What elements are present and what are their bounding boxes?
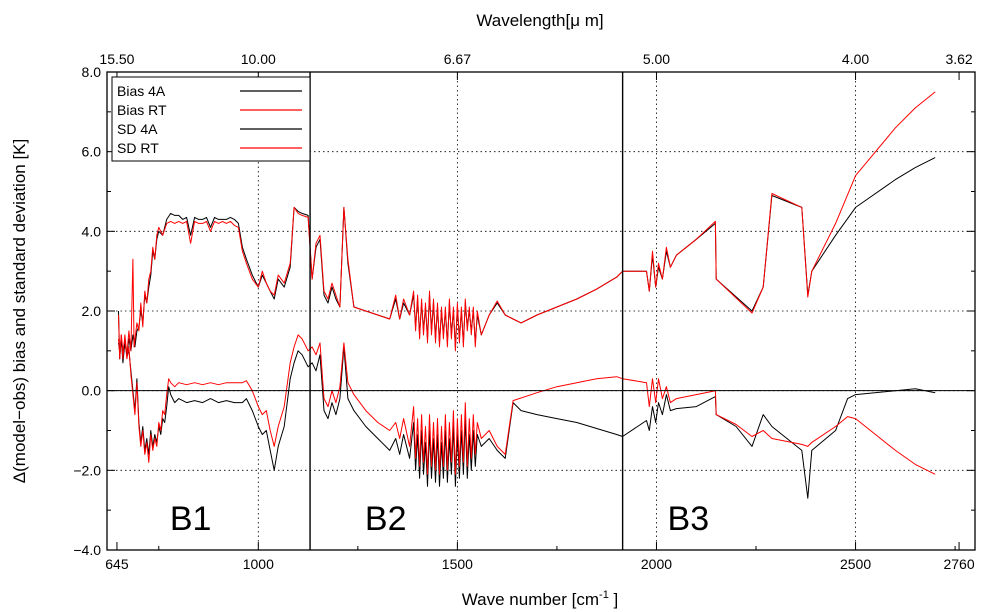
y-tick-label: −2.0 xyxy=(73,462,101,478)
y-tick-label: −4.0 xyxy=(73,542,101,558)
legend-label: Bias 4A xyxy=(117,83,166,99)
x-axis-title-main: Wave number [cm xyxy=(462,590,599,609)
top-tick-label: 15.50 xyxy=(99,51,134,67)
axis-ticks: −4.0 −2.0 0.0 2.0 4.0 6.0 8.0 645 1000 1500 2000 25… xyxy=(73,51,975,572)
band-label: B1 xyxy=(170,500,212,538)
top-tick-label: 10.00 xyxy=(241,51,276,67)
plot-frame xyxy=(106,71,976,551)
x-tick-label: 2000 xyxy=(641,556,672,572)
band-label: B2 xyxy=(365,500,407,538)
x-axis-title: Wave number [cm-1 ] xyxy=(462,589,619,609)
x-tick-label: 2500 xyxy=(840,556,871,572)
top-tick-label: 6.67 xyxy=(444,51,471,67)
y-tick-label: 0.0 xyxy=(82,383,102,399)
top-axis-title: Wavelength[μ m] xyxy=(476,11,603,30)
top-tick-label: 4.00 xyxy=(842,51,869,67)
x-tick-label: 1000 xyxy=(243,556,274,572)
x-axis-title-suffix: ] xyxy=(609,590,618,609)
x-axis-title-superscript: -1 xyxy=(599,589,609,601)
legend-label: Bias RT xyxy=(117,102,167,118)
band-overlays: B1 B2 B3 xyxy=(107,72,975,550)
legend-label: SD 4A xyxy=(117,121,158,137)
series-lines xyxy=(118,91,936,499)
y-axis-title: Δ(model−obs) bias and standard deviation… xyxy=(10,139,29,483)
series-line-sd-rt xyxy=(118,334,936,475)
band-label: B3 xyxy=(668,500,710,538)
y-tick-label: 4.0 xyxy=(82,223,102,239)
top-tick-label: 3.62 xyxy=(945,51,972,67)
x-tick-label: 2760 xyxy=(943,556,974,572)
series-line-sd-4a xyxy=(118,338,936,499)
legend-label: SD RT xyxy=(117,140,159,156)
x-tick-label: 645 xyxy=(105,556,129,572)
series-line-bias-rt xyxy=(118,91,936,360)
y-tick-label: 8.0 xyxy=(82,64,102,80)
legend: Bias 4A Bias RT SD 4A SD RT xyxy=(111,76,311,162)
x-tick-label: 1500 xyxy=(442,556,473,572)
y-tick-label: 6.0 xyxy=(82,144,102,160)
y-tick-label: 2.0 xyxy=(82,303,102,319)
top-tick-label: 5.00 xyxy=(643,51,670,67)
